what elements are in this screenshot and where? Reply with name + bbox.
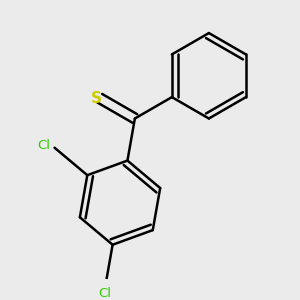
Text: Cl: Cl (98, 286, 111, 300)
Text: Cl: Cl (38, 140, 50, 152)
Text: S: S (91, 91, 102, 106)
